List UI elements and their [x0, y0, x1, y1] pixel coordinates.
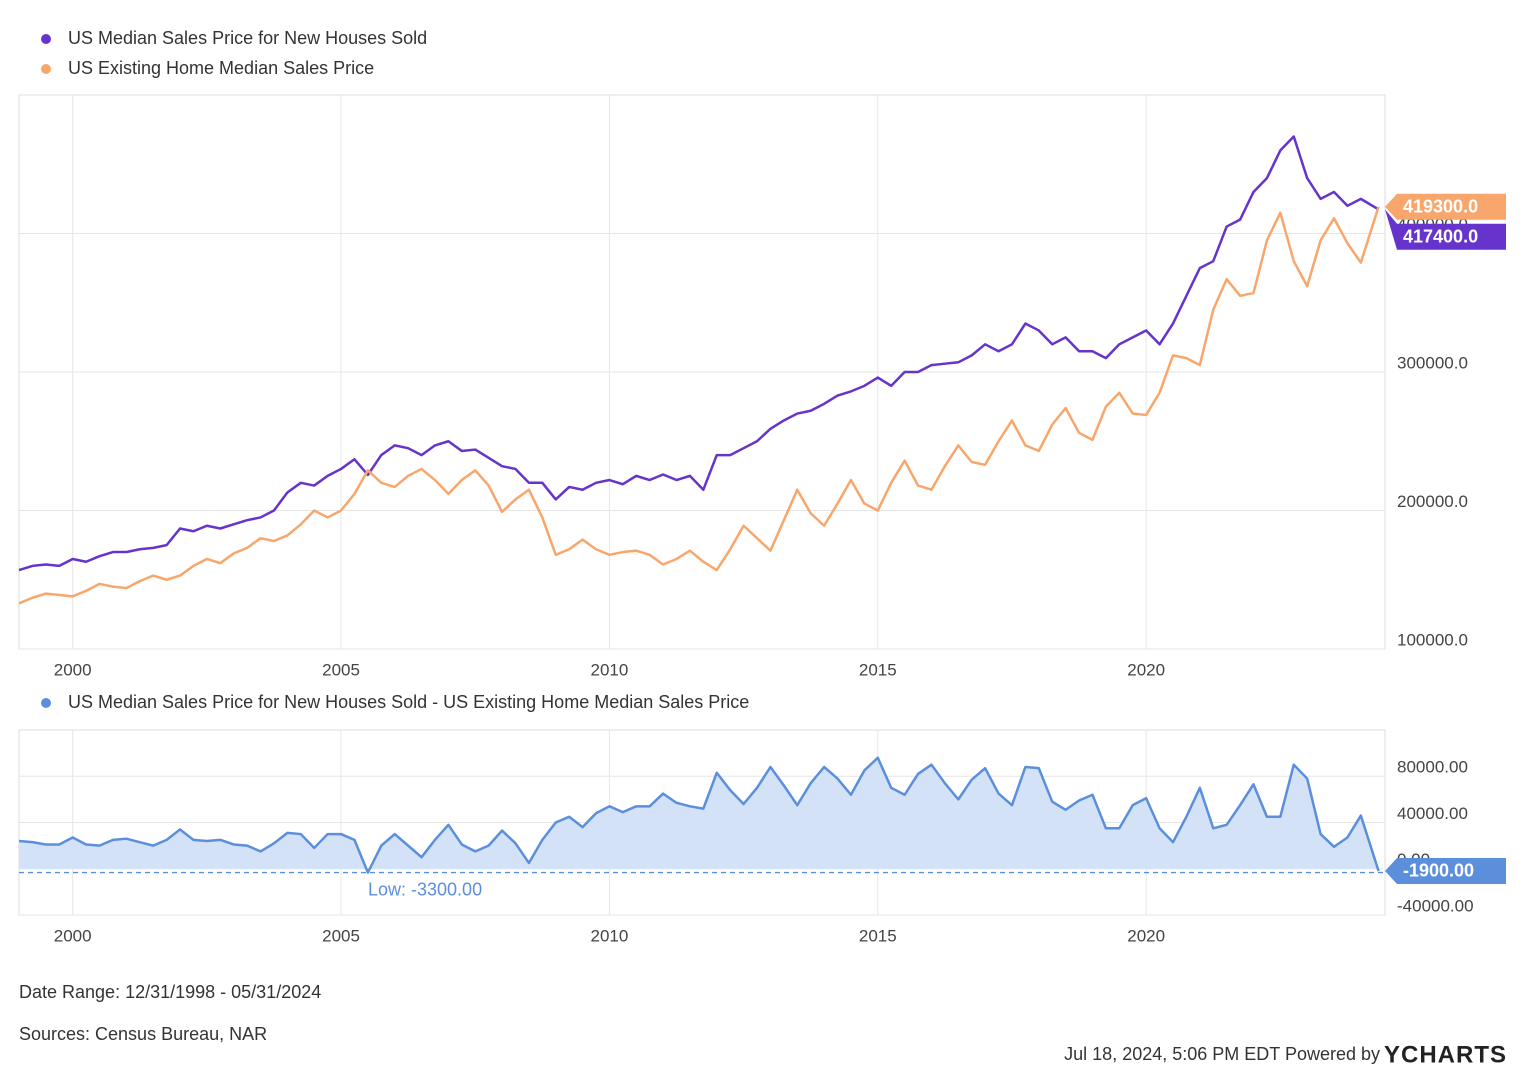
- line: [18, 135, 1380, 572]
- sources: Sources: Census Bureau, NAR: [19, 1024, 267, 1044]
- legend-label: US Median Sales Price for New Houses Sol…: [68, 28, 427, 48]
- y-tick-label: 200000.0: [1397, 492, 1468, 511]
- x-tick-label: 2000: [54, 926, 92, 945]
- date-range: Date Range: 12/31/1998 - 05/31/2024: [19, 982, 321, 1002]
- end-label: 417400.0: [1403, 227, 1478, 247]
- x-tick-label: 2000: [54, 660, 92, 679]
- legend-marker: [41, 698, 51, 708]
- legend-label: US Existing Home Median Sales Price: [68, 58, 374, 78]
- low-label: Low: -3300.00: [368, 879, 482, 899]
- timestamp: Jul 18, 2024, 5:06 PM EDT Powered by: [1064, 1044, 1380, 1064]
- area: [19, 757, 1379, 873]
- y-tick-label: 40000.00: [1397, 804, 1468, 823]
- y-tick-label: -40000.00: [1397, 896, 1474, 915]
- logo: YCHARTS: [1384, 1041, 1507, 1068]
- legend-marker: [41, 34, 51, 44]
- x-tick-label: 2015: [859, 926, 897, 945]
- x-tick-label: 2020: [1127, 926, 1165, 945]
- x-tick-label: 2005: [322, 926, 360, 945]
- x-tick-label: 2005: [322, 660, 360, 679]
- y-tick-label: 80000.00: [1397, 758, 1468, 777]
- line: [18, 756, 1380, 874]
- end-label: -1900.00: [1403, 861, 1474, 881]
- end-label: 419300.0: [1403, 197, 1478, 217]
- x-tick-label: 2010: [590, 926, 628, 945]
- y-tick-label: 100000.0: [1397, 630, 1468, 649]
- end-badge: [1385, 193, 1506, 220]
- x-tick-label: 2015: [859, 660, 897, 679]
- end-badge: [1385, 857, 1506, 884]
- legend-label: US Median Sales Price for New Houses Sol…: [68, 692, 749, 712]
- y-tick-label: 300000.0: [1397, 353, 1468, 372]
- legend-marker: [41, 64, 51, 74]
- end-badge: [1385, 209, 1506, 250]
- line: [18, 206, 1380, 605]
- x-tick-label: 2020: [1127, 660, 1165, 679]
- x-tick-label: 2010: [590, 660, 628, 679]
